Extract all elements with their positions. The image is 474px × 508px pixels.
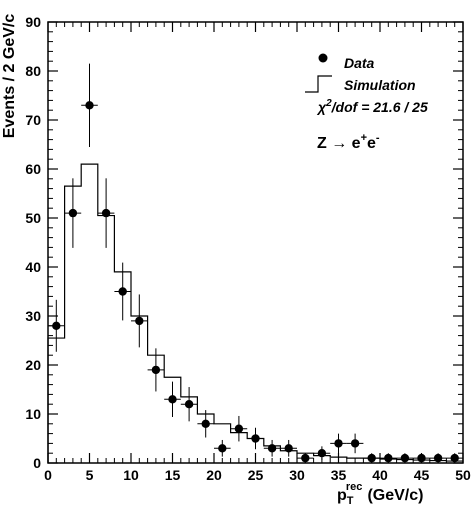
data-point xyxy=(81,63,98,147)
y-tick-label: 50 xyxy=(25,210,41,226)
data-point xyxy=(280,439,297,457)
x-tick-label: 35 xyxy=(331,467,347,483)
data-point xyxy=(247,427,264,450)
data-point-marker xyxy=(234,424,244,433)
data-point xyxy=(114,262,131,321)
data-point xyxy=(97,178,115,248)
y-axis-title: Events / 2 GeV/c xyxy=(1,14,18,139)
data-point xyxy=(48,299,65,352)
x-axis-title-sub: T xyxy=(347,495,354,507)
data-point xyxy=(230,415,248,442)
legend-chi2-exponent: 2 xyxy=(325,98,332,109)
data-point-marker xyxy=(301,453,310,463)
axis-ticks xyxy=(47,21,464,464)
data-point-marker xyxy=(450,453,459,463)
x-tick-label: 30 xyxy=(289,467,305,483)
data-point-marker xyxy=(384,453,393,463)
data-point xyxy=(429,453,447,463)
y-tick-label: 0 xyxy=(33,455,41,471)
data-point xyxy=(214,439,231,457)
legend-simulation-label: Simulation xyxy=(344,77,416,93)
legend-simulation-marker xyxy=(305,75,332,93)
y-tick-label: 20 xyxy=(25,357,41,373)
data-point xyxy=(263,439,281,457)
y-tick-label: 40 xyxy=(25,259,41,275)
legend-process-label: Z → e+e- xyxy=(317,132,380,152)
x-tick-label: 25 xyxy=(248,467,264,483)
legend-data-label: Data xyxy=(344,55,375,71)
y-tick-label: 80 xyxy=(25,63,41,79)
data-point-marker xyxy=(218,444,227,453)
x-tick-label: 15 xyxy=(165,467,181,483)
x-axis-title-sup: rec xyxy=(346,481,363,493)
data-point xyxy=(131,294,148,348)
x-axis-title-main: p xyxy=(337,487,347,504)
data-point-marker xyxy=(433,453,443,463)
data-point-marker xyxy=(251,434,260,443)
tick-labels: 0 5 10 15 20 25 30 35 40 45 50 0 10 20 30 40 50 60 70 80 90 xyxy=(25,14,471,483)
data-point-marker xyxy=(367,453,376,463)
data-point-marker xyxy=(68,208,78,218)
legend-chi2-value: /dof = 21.6 / 25 xyxy=(331,99,428,115)
x-tick-label: 50 xyxy=(455,467,471,483)
y-tick-label: 10 xyxy=(25,406,41,422)
data-point-marker xyxy=(135,316,144,326)
data-point xyxy=(413,453,430,463)
data-point-marker xyxy=(151,365,161,375)
x-axis-title-unit: (GeV/c) xyxy=(367,487,423,504)
data-point-marker xyxy=(118,287,127,296)
legend-chi2-symbol: χ xyxy=(316,99,327,115)
data-point xyxy=(297,453,314,463)
legend-process-base: Z → e xyxy=(317,135,361,152)
data-point-marker xyxy=(52,321,61,330)
simulation-histogram xyxy=(47,163,463,463)
data-point xyxy=(363,453,380,463)
data-point-marker xyxy=(85,101,94,110)
x-tick-label: 5 xyxy=(86,467,94,483)
legend: Data Simulation χ2/dof = 21.6 / 25 Z → e… xyxy=(305,53,428,152)
data-point xyxy=(446,453,463,463)
data-point-marker xyxy=(267,444,277,453)
data-point xyxy=(313,446,331,461)
y-tick-label: 30 xyxy=(25,308,41,324)
data-point-marker xyxy=(417,453,426,463)
data-points xyxy=(48,63,463,463)
data-point xyxy=(64,178,82,248)
data-point xyxy=(197,410,214,438)
y-tick-label: 70 xyxy=(25,112,41,128)
x-tick-label: 45 xyxy=(414,467,430,483)
simulation-step-line xyxy=(47,163,463,463)
y-tick-label: 60 xyxy=(25,161,41,177)
x-tick-label: 0 xyxy=(44,467,52,483)
data-point-marker xyxy=(284,444,293,453)
data-point xyxy=(164,381,181,417)
data-point xyxy=(330,433,347,454)
data-point xyxy=(147,348,165,392)
data-point-marker xyxy=(101,208,111,218)
data-point-marker xyxy=(350,439,360,448)
x-tick-label: 20 xyxy=(206,467,222,483)
data-point-marker xyxy=(317,449,327,458)
data-point xyxy=(380,453,397,463)
data-point xyxy=(396,453,414,463)
x-tick-label: 40 xyxy=(372,467,388,483)
legend-data-marker xyxy=(318,53,328,63)
data-point-marker xyxy=(201,419,210,428)
legend-process-mid: e xyxy=(367,135,376,152)
x-axis-title: pTrec (GeV/c) xyxy=(337,481,423,507)
legend-process-sup-plus: + xyxy=(361,132,367,144)
data-point-marker xyxy=(334,439,343,448)
data-point xyxy=(346,433,364,454)
legend-process-sup-minus: - xyxy=(376,132,380,144)
data-point xyxy=(180,387,198,422)
y-tick-label: 90 xyxy=(25,14,41,30)
legend-chi2-label: χ2/dof = 21.6 / 25 xyxy=(316,98,428,115)
data-point-marker xyxy=(400,453,410,463)
data-point-marker xyxy=(184,400,194,409)
data-point-marker xyxy=(168,395,177,404)
x-tick-label: 10 xyxy=(123,467,139,483)
